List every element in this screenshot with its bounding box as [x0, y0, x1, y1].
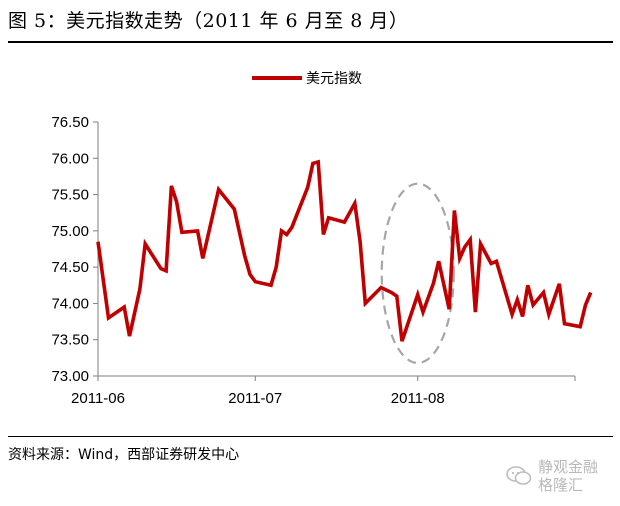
y-tick-label: 75.00: [51, 223, 89, 240]
y-tick-label: 76.50: [51, 114, 89, 131]
source-note: 资料来源：Wind，西部证券研发中心: [8, 447, 240, 463]
figure-title: 图 5：美元指数走势（2011 年 6 月至 8 月）: [8, 10, 409, 32]
highlight-ellipse: [380, 182, 455, 365]
y-tick-label: 75.50: [51, 187, 89, 204]
x-tick-label: 2011-08: [391, 390, 445, 407]
title-rule: [8, 41, 613, 43]
y-tick-label: 74.00: [51, 295, 89, 312]
y-tick-label: 76.00: [51, 150, 89, 167]
y-tick-label: 73.00: [51, 368, 89, 385]
x-tick-label: 2011-07: [228, 390, 282, 407]
footer-rule: [8, 436, 613, 437]
watermark-line2: 格隆汇: [538, 476, 584, 494]
watermark: 静观金融 格隆汇: [506, 458, 598, 494]
watermark-line1: 静观金融: [538, 458, 599, 476]
wechat-icon: [506, 466, 532, 485]
y-tick-label: 73.50: [51, 332, 89, 349]
legend-label: 美元指数: [306, 71, 362, 87]
series-line-usd-index: [96, 159, 593, 342]
chart-legend: 美元指数: [252, 71, 362, 87]
x-tick-label: 2011-06: [71, 390, 125, 407]
y-tick-label: 74.50: [51, 259, 89, 276]
series-layer: [96, 159, 593, 342]
line-chart: 美元指数 73.00 73.50 74.00 74.50 75.00 75.50 76.00…: [51, 71, 593, 407]
annotation-layer: [380, 182, 455, 365]
chart-axes: 73.00 73.50 74.00 74.50 75.00 75.50 76.00 76.50…: [51, 114, 576, 407]
